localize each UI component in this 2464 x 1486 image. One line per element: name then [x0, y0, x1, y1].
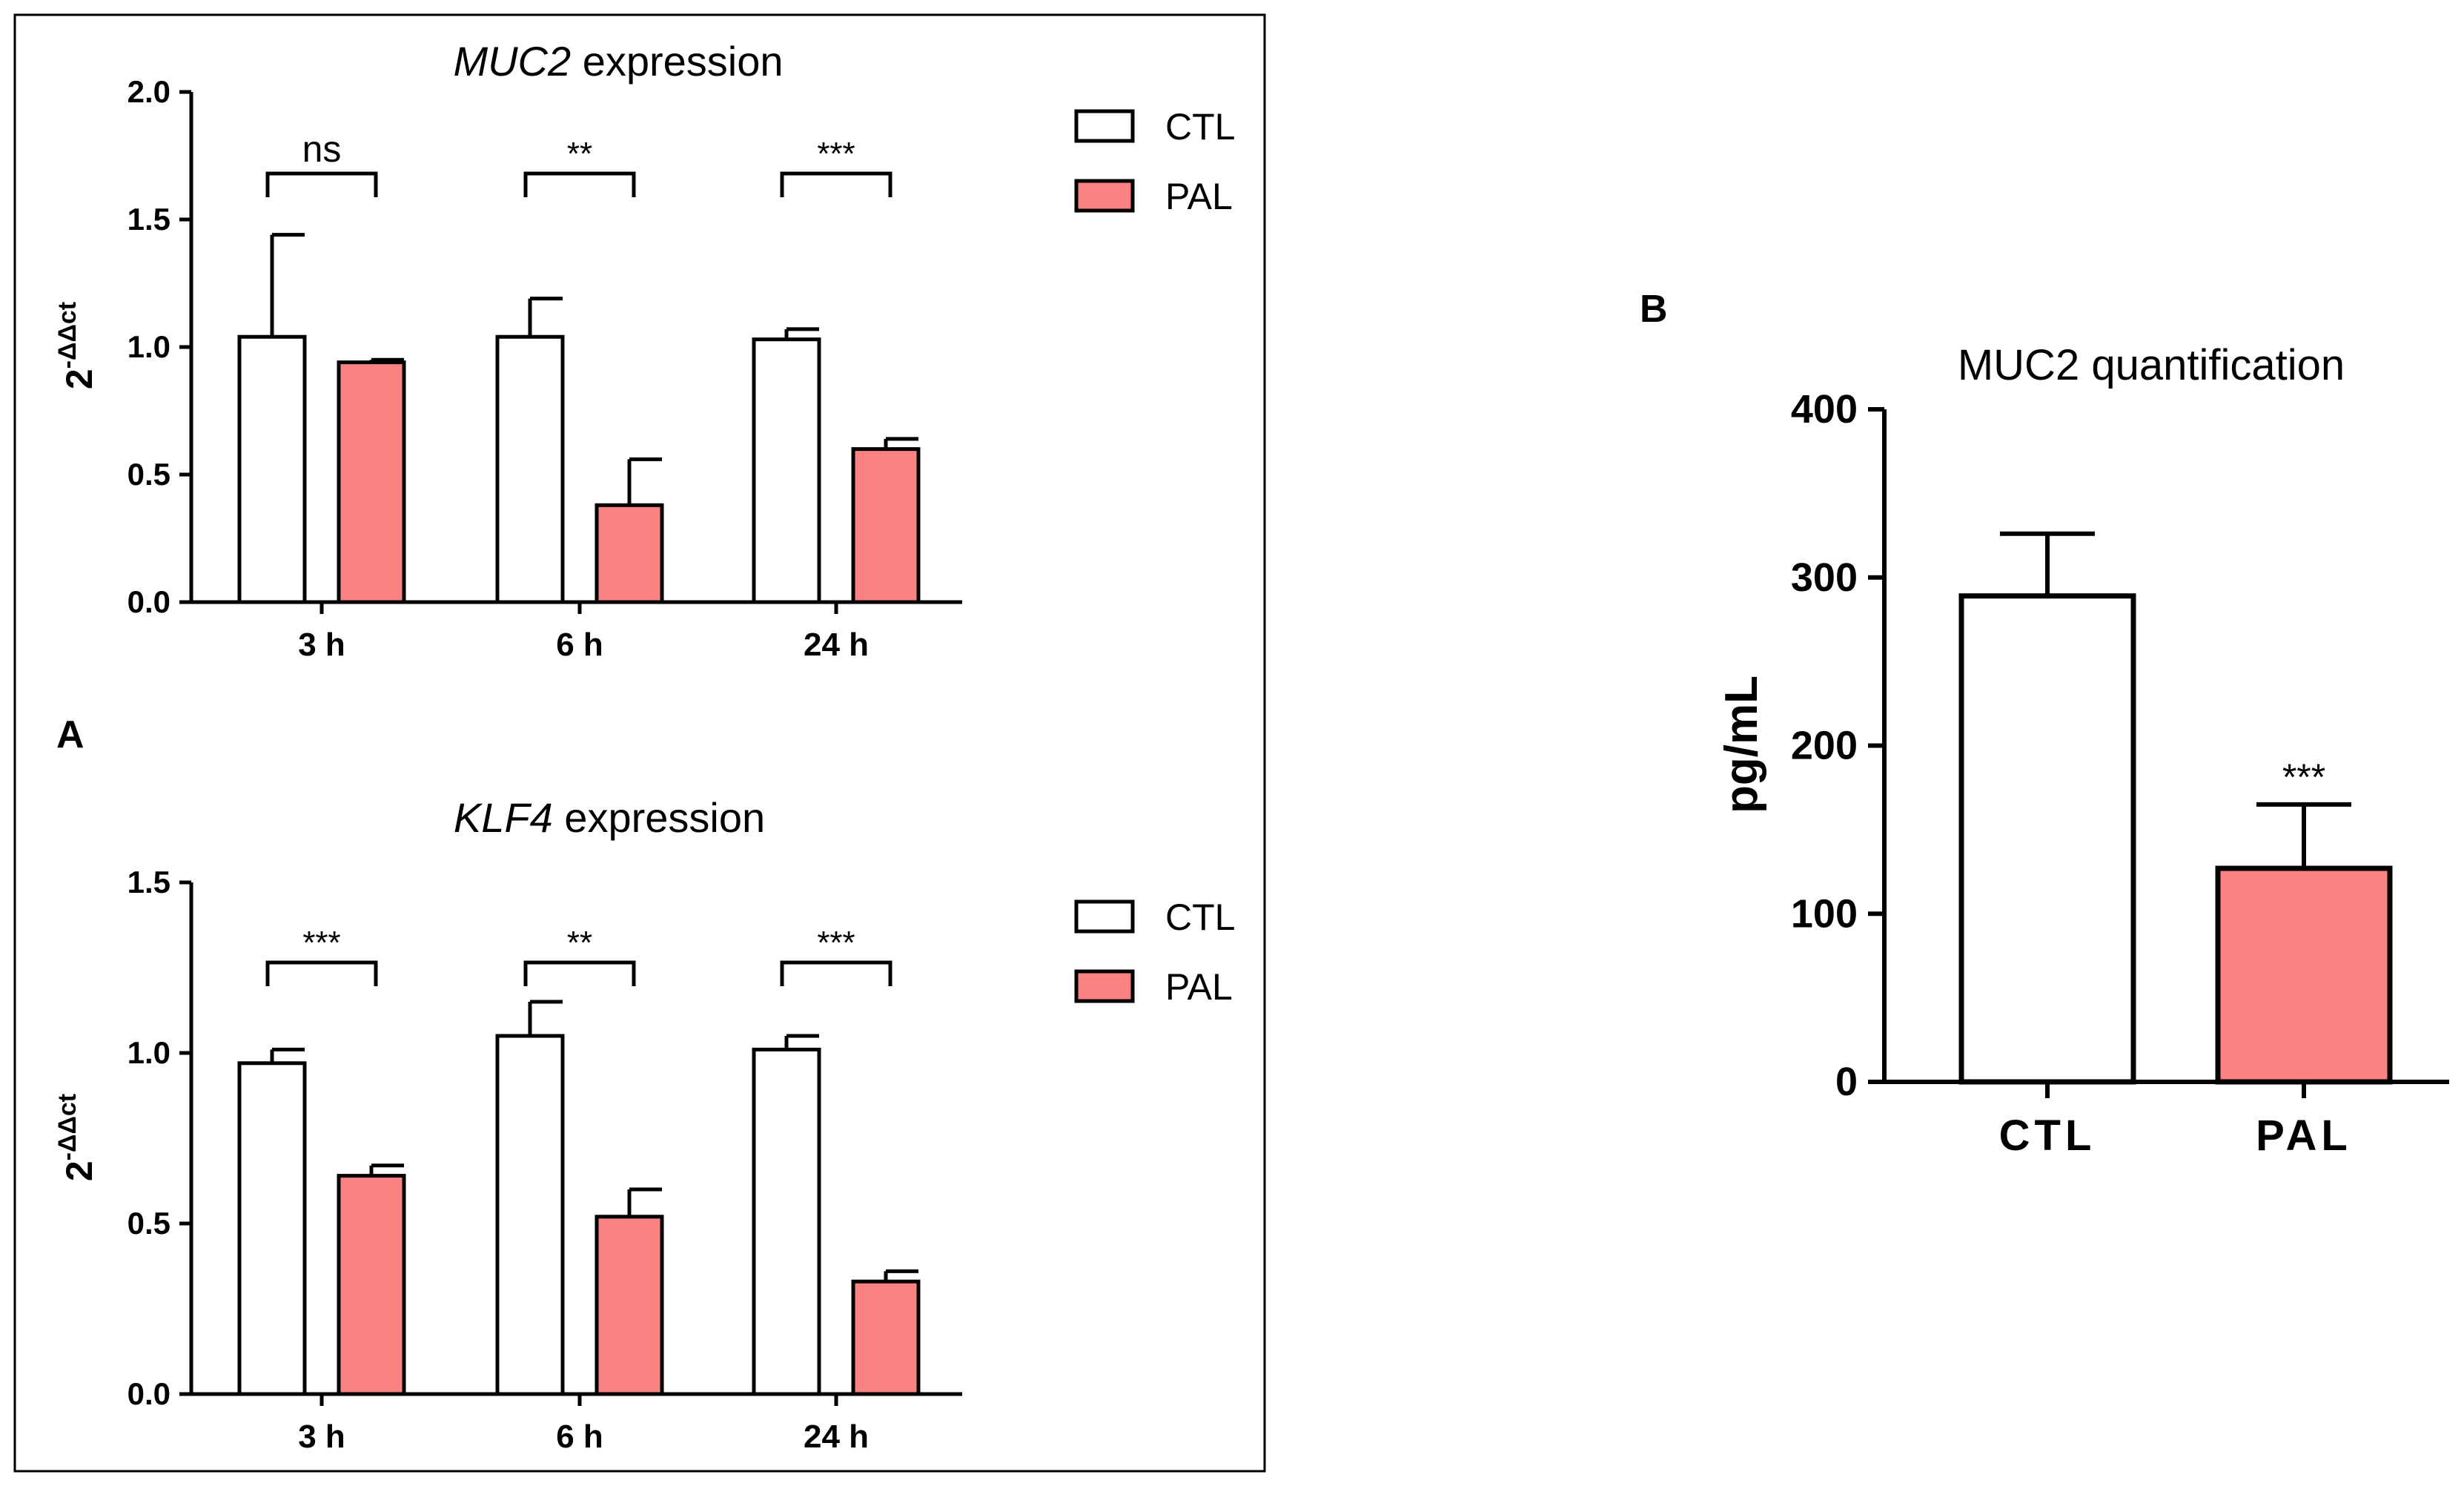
significance-label: **: [567, 136, 592, 172]
bar-ctl: [237, 1061, 307, 1396]
chart-title: MUC2 quantification: [1958, 341, 2345, 389]
significance-bracket: [265, 960, 378, 986]
significance-bracket: [265, 171, 378, 197]
x-tick-label: 6 h: [556, 1419, 603, 1455]
significance-bracket: [523, 960, 636, 986]
panel-a-frame: [13, 13, 1266, 1473]
significance-bracket: [523, 171, 636, 197]
x-tick-label: 3 h: [298, 627, 345, 663]
significance-bracket: [780, 171, 892, 197]
significance-bracket: [780, 960, 892, 986]
y-tick-label: 1.0: [127, 1035, 170, 1070]
y-tick-label: 100: [1791, 891, 1858, 936]
y-tick-label: 400: [1791, 387, 1858, 432]
bar-ctl: [237, 334, 307, 604]
y-axis-label: 2-ΔΔct: [53, 1094, 100, 1181]
bar-ctl: [752, 337, 821, 604]
legend: CTL PAL: [1074, 896, 1235, 1008]
y-tick-label: 1.0: [127, 329, 170, 364]
y-tick-label: 0.0: [127, 1376, 170, 1411]
muc2-quantification-chart: MUC2 quantification pg/mL 0 100 200 300 400 C…: [1716, 341, 2449, 1160]
bar-pal: [337, 1174, 406, 1396]
panel-a-label: A: [56, 713, 85, 756]
bar-ctl: [495, 1034, 565, 1396]
panel-b-label: B: [1640, 288, 1668, 331]
bar-pal: [595, 503, 664, 604]
klf4-expression-chart: KLF4 expression 2-ΔΔct CTL PAL 0.0 0.5 1.0…: [53, 794, 1235, 1455]
y-tick-label: 2.0: [127, 74, 170, 109]
significance-label: ***: [817, 136, 855, 172]
y-tick-label: 0: [1835, 1060, 1858, 1104]
bar-pal: [2215, 865, 2393, 1085]
legend-ctl-label: CTL: [1165, 106, 1235, 148]
significance-label: ***: [817, 925, 855, 961]
y-tick-label: 0.5: [127, 457, 170, 492]
legend-ctl-swatch: [1074, 899, 1135, 934]
y-tick-label: 1.5: [127, 202, 170, 237]
y-axis-label: pg/mL: [1716, 676, 1767, 813]
x-tick-label: CTL: [1999, 1112, 2096, 1160]
x-tick-label: 24 h: [804, 627, 869, 663]
legend-ctl-swatch: [1074, 109, 1135, 143]
bar-ctl: [752, 1047, 821, 1396]
y-tick-label: 1.5: [127, 865, 170, 899]
legend-pal-swatch: [1074, 179, 1135, 213]
y-tick-label: 200: [1791, 724, 1858, 768]
x-tick-label: 3 h: [298, 1419, 345, 1455]
chart-title: MUC2 expression: [453, 38, 783, 85]
legend-ctl-label: CTL: [1165, 896, 1235, 938]
muc2-expression-chart: MUC2 expression 2-ΔΔct CTL PAL 0.0 0.5 1.0…: [53, 38, 1235, 663]
bar-pal: [337, 360, 406, 604]
y-tick-label: 0.0: [127, 584, 170, 619]
y-tick-label: 300: [1791, 555, 1858, 600]
legend-pal-swatch: [1074, 969, 1135, 1003]
bar-ctl: [1958, 593, 2136, 1085]
legend-pal-label: PAL: [1165, 176, 1233, 217]
significance-label: **: [567, 925, 592, 961]
y-axis-label: 2-ΔΔct: [53, 302, 100, 389]
bar-pal: [595, 1215, 664, 1396]
significance-label: ns: [302, 128, 342, 170]
bar-ctl: [495, 334, 565, 604]
chart-title: KLF4 expression: [454, 794, 765, 841]
significance-label: ***: [302, 925, 340, 961]
significance-label: ***: [2282, 756, 2325, 798]
x-tick-label: 6 h: [556, 627, 603, 663]
bar-pal: [851, 447, 921, 604]
y-tick-label: 0.5: [127, 1206, 170, 1241]
legend-pal-label: PAL: [1165, 966, 1233, 1008]
x-tick-label: PAL: [2256, 1112, 2352, 1160]
legend: CTL PAL: [1074, 106, 1235, 217]
bar-pal: [851, 1279, 921, 1396]
x-tick-label: 24 h: [804, 1419, 869, 1455]
